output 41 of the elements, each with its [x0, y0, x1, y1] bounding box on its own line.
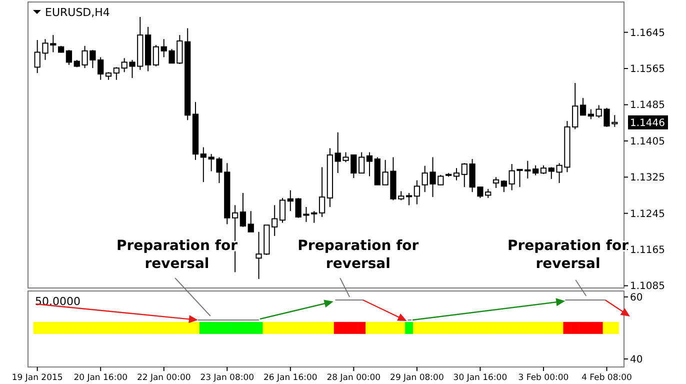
candlestick — [248, 210, 254, 232]
text: 1.1446 — [630, 118, 665, 129]
y-tick-label: 1.1325 — [630, 172, 665, 184]
candlestick — [152, 44, 160, 67]
x-tick-label: 26 Jan 16:00 — [263, 373, 318, 383]
annotation: Preparation for reversal — [298, 238, 419, 272]
x-tick-label: 22 Jan 00:00 — [136, 373, 191, 383]
candlestick — [414, 180, 420, 205]
y-tick-label: 1.1165 — [630, 245, 665, 256]
candlestick — [113, 66, 120, 80]
annotation: Preparation for reversal — [507, 238, 629, 272]
candlestick — [580, 97, 586, 116]
y-tick-label: 1.1565 — [630, 64, 665, 76]
y-tick-label: 60 — [630, 292, 643, 304]
x-tick-label: 20 Jan 16:00 — [74, 373, 128, 383]
candlestick — [588, 108, 594, 120]
x-tick-label: 29 Jan 08:00 — [390, 373, 444, 383]
candlestick — [66, 49, 72, 66]
candlestick — [532, 164, 539, 176]
candlestick — [240, 192, 246, 228]
candlestick — [200, 146, 206, 183]
x-tick-label: 23 Jan 08:00 — [200, 373, 254, 383]
y-tick-label: 1.1645 — [630, 28, 665, 39]
candlestick — [366, 152, 373, 177]
candlestick — [279, 197, 286, 224]
chart-title: 50.0000 — [35, 295, 80, 308]
y-tick-label: 1.1405 — [630, 136, 665, 148]
y-tick-label: 1.1085 — [630, 281, 665, 292]
candlestick — [453, 168, 460, 181]
x-tick-label: 3 Feb 00:00 — [518, 373, 569, 383]
x-tick-label: 19 Jan 2015 — [12, 373, 63, 383]
candlestick — [318, 166, 326, 218]
y-tick-label: 1.1485 — [630, 100, 665, 112]
candlestick — [492, 176, 500, 188]
candlestick — [406, 192, 412, 206]
y-tick-label: 40 — [630, 354, 643, 366]
x-tick-label: 28 Jan 00:00 — [326, 373, 381, 383]
chart-title: EURUSD,H4 — [45, 6, 110, 19]
x-tick-label: 4 Feb 08:00 — [582, 373, 632, 383]
x-tick-label: 30 Jan 16:00 — [453, 373, 508, 383]
y-tick-label: 1.1245 — [630, 208, 665, 220]
